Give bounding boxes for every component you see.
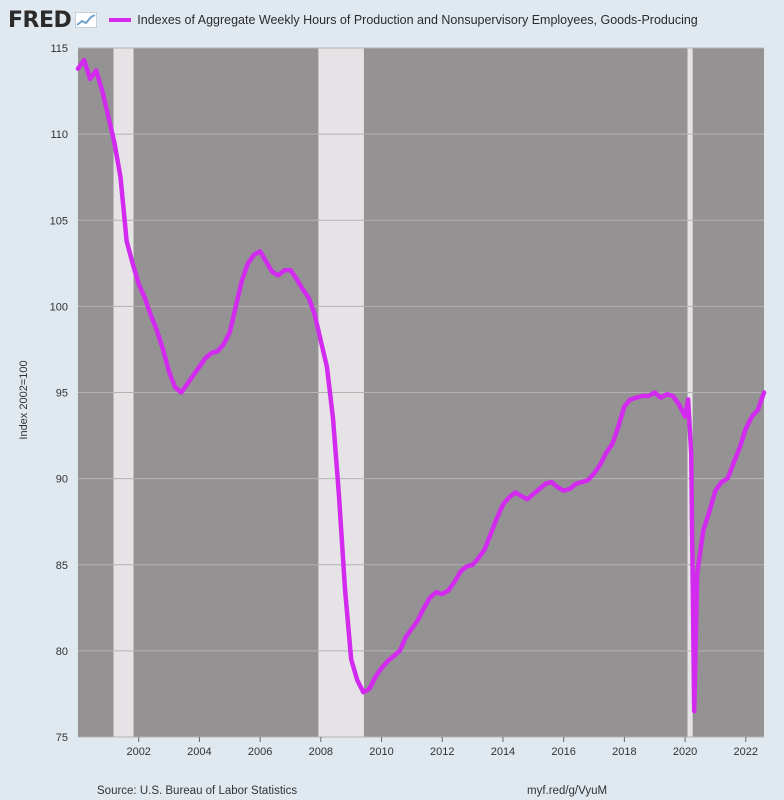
series-line-1[interactable]	[75, 57, 767, 714]
x-tick-label: 2004	[187, 746, 211, 758]
x-tick-label: 2022	[734, 746, 758, 758]
x-tick-label: 2018	[612, 746, 636, 758]
chart-header: FRED Indexes of Aggregate Weekly Hours o…	[8, 6, 698, 34]
y-tick-label: 80	[56, 646, 68, 658]
x-tick-label: 2014	[491, 746, 515, 758]
legend-label[interactable]: Indexes of Aggregate Weekly Hours of Pro…	[137, 13, 698, 27]
y-axis-label: Index 2002=100	[18, 360, 30, 439]
y-tick-label: 85	[56, 560, 68, 572]
y-tick-label: 100	[50, 301, 68, 313]
fred-graph-icon	[75, 12, 98, 28]
source-note: Source: U.S. Bureau of Labor Statistics	[97, 785, 298, 797]
fred-logo[interactable]: FRED	[8, 7, 72, 33]
x-tick-label: 2020	[673, 746, 697, 758]
y-tick-label: 75	[56, 732, 68, 744]
x-tick-label: 2016	[551, 746, 575, 758]
y-tick-label: 95	[56, 388, 68, 400]
x-tick-label: 2012	[430, 746, 454, 758]
short-link[interactable]: myf.red/g/VyuM	[527, 785, 608, 797]
series-layer	[75, 57, 767, 714]
y-tick-label: 115	[50, 43, 68, 55]
x-tick-label: 2002	[126, 746, 150, 758]
y-tick-label: 105	[50, 215, 68, 227]
x-tick-label: 2010	[369, 746, 393, 758]
y-axis-ticks: 75 80 85 90 95 100 105 110 115	[50, 43, 68, 744]
x-tick-label: 2006	[248, 746, 272, 758]
y-tick-label: 110	[50, 129, 68, 141]
grid-lines	[78, 47, 764, 738]
x-axis-ticks: 2002 2004 2006 2008 2010 2012 2014 2016 2018 2020…	[126, 737, 758, 758]
legend-swatch	[109, 18, 132, 22]
x-tick-label: 2008	[309, 746, 333, 758]
y-tick-label: 90	[56, 474, 68, 486]
